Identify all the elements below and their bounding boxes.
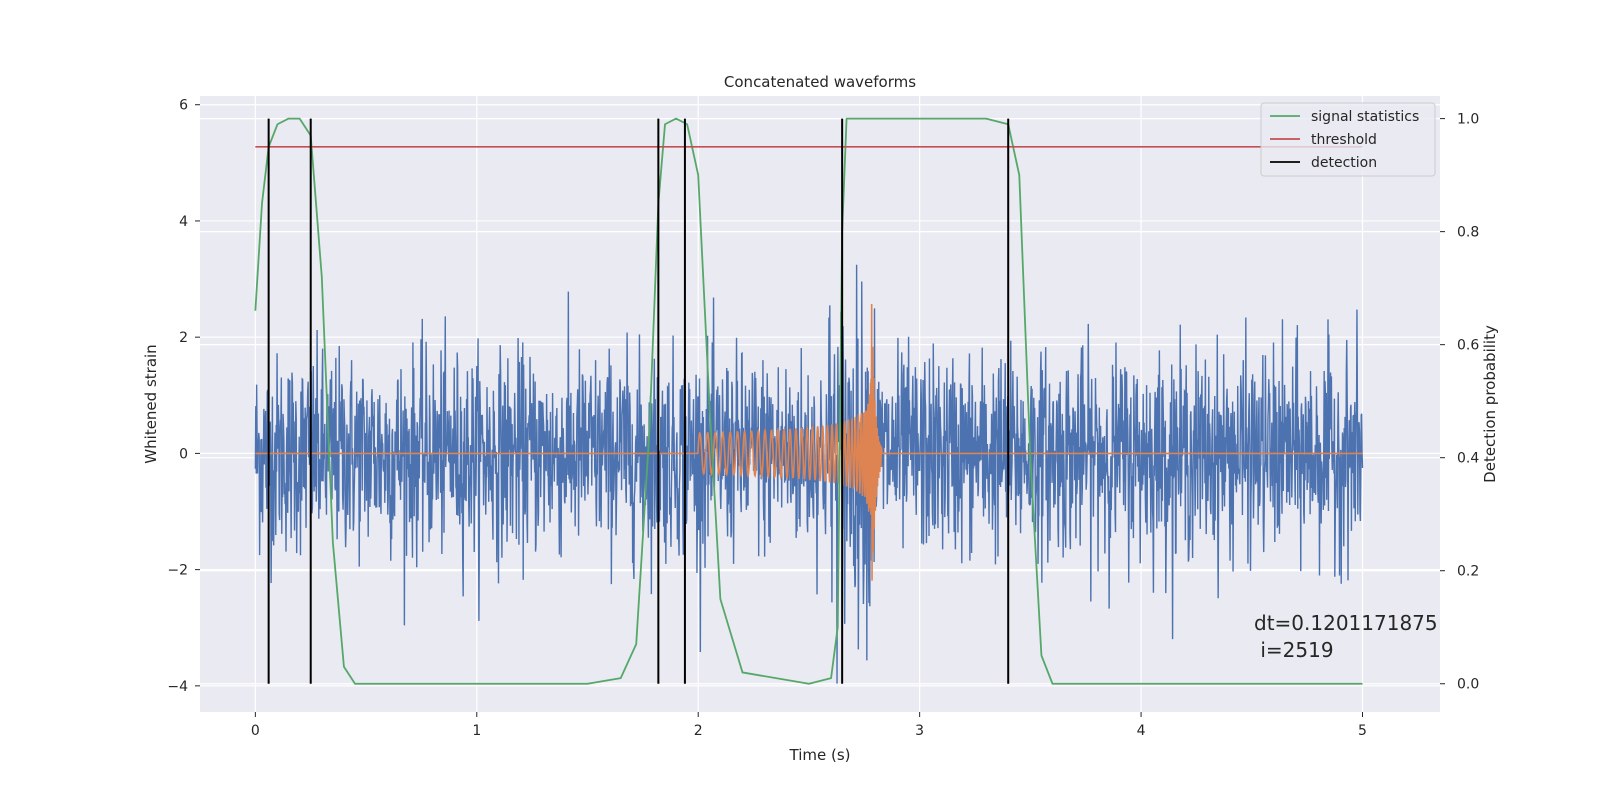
annotation-index: i=2519 xyxy=(1254,638,1334,662)
annotation-dt: dt=0.1201171875 xyxy=(1254,611,1438,635)
y-tick-left-label-0: −4 xyxy=(167,679,188,695)
y-tick-right-label-0: 0.0 xyxy=(1457,677,1479,693)
y-tick-left-label-4: 4 xyxy=(179,214,188,230)
chart-title: Concatenated waveforms xyxy=(724,73,916,91)
y-tick-left-label-1: −2 xyxy=(167,563,188,579)
x-axis-label: Time (s) xyxy=(789,746,851,764)
x-tick-label-2: 2 xyxy=(694,723,703,739)
legend-label-detection: detection xyxy=(1311,155,1377,171)
x-tick-label-3: 3 xyxy=(915,723,924,739)
legend-box xyxy=(1260,102,1436,177)
y-tick-right-label-1: 0.2 xyxy=(1457,564,1479,580)
y-tick-left-label-3: 2 xyxy=(179,330,188,346)
x-tick-label-1: 1 xyxy=(472,723,481,739)
y-tick-right-label-2: 0.4 xyxy=(1457,451,1479,467)
y-axis-label: Whitened strain xyxy=(142,344,160,463)
x-tick-label-4: 4 xyxy=(1137,723,1146,739)
plot-background xyxy=(200,96,1440,712)
y-tick-right-label-5: 1.0 xyxy=(1457,112,1479,128)
legend: signal statistics threshold detection xyxy=(1260,102,1436,177)
y-tick-right-label-4: 0.8 xyxy=(1457,225,1479,241)
legend-label-threshold: threshold xyxy=(1311,132,1377,148)
y-tick-left-label-2: 0 xyxy=(179,446,188,462)
y-tick-right-label-3: 0.6 xyxy=(1457,338,1479,354)
y-axis-right-label: Detection probability xyxy=(1481,325,1499,483)
x-tick-label-0: 0 xyxy=(251,723,260,739)
axes: 0 1 2 3 4 5 −4 −2 0 2 4 6 0.0 0.2 0.4 0.6 0.8 1.0 xyxy=(167,98,1479,739)
plot-area xyxy=(254,117,1364,685)
x-tick-label-5: 5 xyxy=(1358,723,1367,739)
legend-label-signal-statistics: signal statistics xyxy=(1311,109,1419,125)
signal-statistics-line xyxy=(254,117,1363,685)
y-tick-left-label-5: 6 xyxy=(179,98,188,114)
injected-chirp-line xyxy=(255,304,1363,581)
